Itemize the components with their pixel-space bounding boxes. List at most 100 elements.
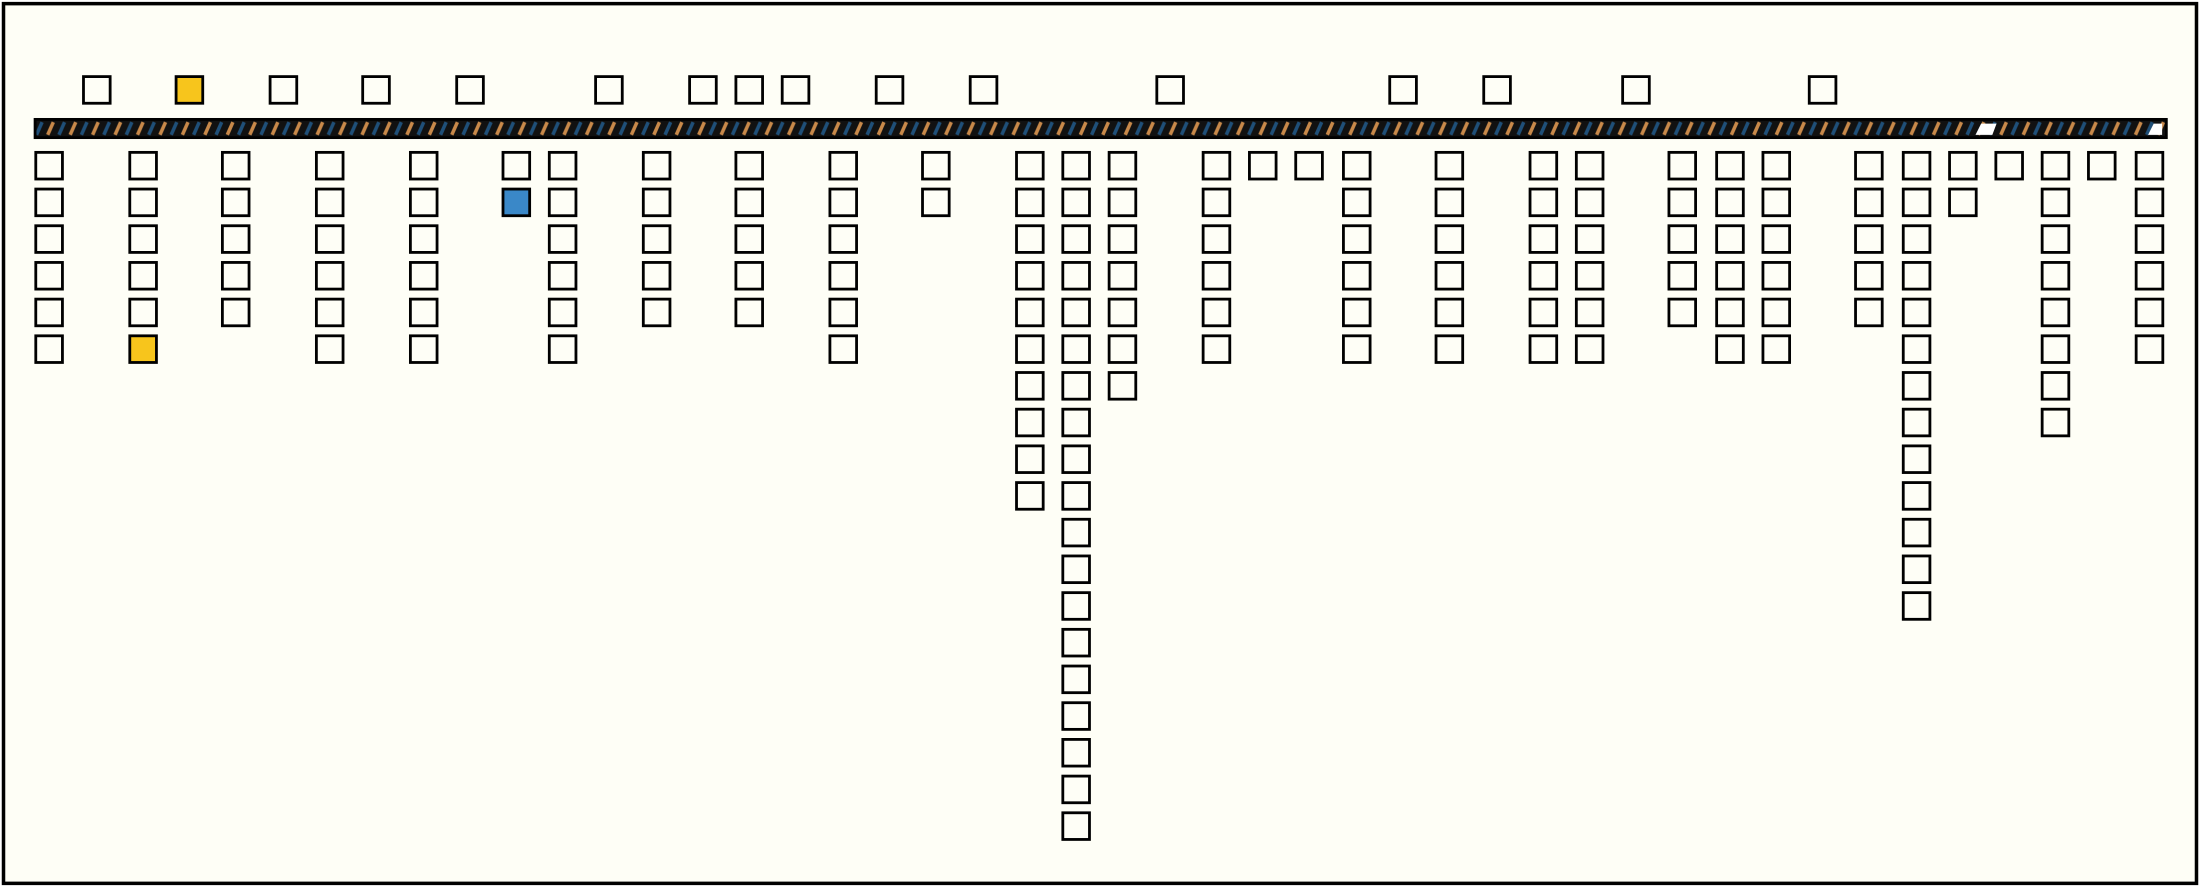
slot[interactable] — [1155, 75, 1185, 105]
slot[interactable] — [1761, 224, 1792, 254]
slot[interactable] — [828, 334, 858, 364]
slot[interactable] — [547, 261, 578, 291]
slot[interactable] — [828, 187, 858, 218]
slot[interactable] — [1715, 187, 1745, 218]
slot[interactable] — [314, 297, 345, 328]
slot[interactable] — [828, 261, 858, 291]
slot[interactable] — [128, 150, 158, 181]
slot[interactable] — [1948, 150, 1978, 181]
slot[interactable] — [547, 187, 578, 218]
slot[interactable] — [408, 261, 439, 291]
slot[interactable] — [1107, 334, 1138, 364]
slot[interactable] — [1061, 407, 1091, 438]
slot[interactable] — [1574, 334, 1605, 364]
slot[interactable] — [314, 261, 345, 291]
slot[interactable] — [1434, 261, 1465, 291]
slot[interactable] — [220, 187, 251, 218]
slot[interactable] — [641, 297, 672, 328]
slot[interactable] — [547, 297, 578, 328]
slot[interactable] — [220, 297, 251, 328]
slot[interactable] — [1015, 334, 1045, 364]
slot[interactable] — [1901, 261, 1932, 291]
slot[interactable] — [828, 150, 858, 181]
slot[interactable] — [1901, 517, 1932, 548]
slot[interactable] — [128, 261, 158, 291]
slot[interactable] — [780, 75, 811, 105]
slot[interactable] — [1061, 774, 1091, 805]
slot[interactable] — [1015, 297, 1045, 328]
slot[interactable] — [1901, 481, 1932, 511]
slot[interactable] — [2040, 187, 2071, 218]
slot[interactable] — [1901, 444, 1932, 474]
slot[interactable] — [455, 75, 485, 105]
slot[interactable] — [734, 261, 764, 291]
slot[interactable] — [2040, 297, 2071, 328]
slot[interactable] — [1342, 187, 1372, 218]
slot[interactable] — [1901, 591, 1932, 621]
slot[interactable] — [641, 150, 672, 181]
slot[interactable] — [1434, 224, 1465, 254]
slot[interactable] — [408, 150, 439, 181]
slot[interactable] — [1667, 297, 1698, 328]
slot[interactable] — [1201, 334, 1232, 364]
slot[interactable] — [874, 75, 905, 105]
slot[interactable] — [1715, 334, 1745, 364]
slot[interactable] — [1434, 297, 1465, 328]
slot[interactable] — [1854, 224, 1884, 254]
slot[interactable] — [408, 297, 439, 328]
slot[interactable] — [1667, 150, 1698, 181]
slot[interactable] — [1948, 187, 1978, 218]
slot[interactable] — [1761, 334, 1792, 364]
slot[interactable] — [2040, 371, 2071, 401]
slot[interactable] — [128, 187, 158, 218]
slot[interactable] — [1528, 261, 1559, 291]
slot[interactable] — [1015, 224, 1045, 254]
slot[interactable] — [1761, 187, 1792, 218]
slot[interactable] — [1807, 75, 1838, 105]
slot[interactable] — [1015, 150, 1045, 181]
slot[interactable] — [408, 187, 439, 218]
slot[interactable] — [34, 261, 64, 291]
slot[interactable] — [547, 150, 578, 181]
slot[interactable] — [2040, 261, 2071, 291]
slot[interactable] — [1061, 224, 1091, 254]
slot[interactable] — [1061, 664, 1091, 695]
slot[interactable] — [314, 187, 345, 218]
slot[interactable] — [361, 75, 391, 105]
slot[interactable] — [1667, 261, 1698, 291]
slot[interactable] — [1061, 811, 1091, 841]
slot[interactable] — [547, 224, 578, 254]
slot[interactable] — [921, 150, 951, 181]
slot[interactable] — [1574, 261, 1605, 291]
slot[interactable] — [641, 224, 672, 254]
slot[interactable] — [1061, 481, 1091, 511]
slot[interactable] — [1434, 334, 1465, 364]
slot[interactable] — [1715, 224, 1745, 254]
slot[interactable] — [1061, 591, 1091, 621]
slot[interactable] — [921, 187, 951, 218]
slot[interactable] — [1574, 297, 1605, 328]
slot[interactable] — [2040, 150, 2071, 181]
slot[interactable] — [1107, 261, 1138, 291]
slot[interactable] — [220, 150, 251, 181]
slot[interactable] — [128, 297, 158, 328]
slot[interactable] — [1667, 224, 1698, 254]
slot[interactable] — [1901, 554, 1932, 585]
slot[interactable] — [1107, 224, 1138, 254]
slot[interactable] — [2087, 150, 2117, 181]
slot[interactable] — [1715, 150, 1745, 181]
slot[interactable] — [2134, 261, 2165, 291]
slot[interactable] — [34, 187, 64, 218]
slot[interactable] — [1761, 297, 1792, 328]
slot[interactable] — [1528, 187, 1559, 218]
slot[interactable] — [1201, 224, 1232, 254]
slot[interactable] — [1061, 701, 1091, 731]
slot[interactable] — [82, 75, 112, 105]
slot[interactable] — [314, 334, 345, 364]
slot[interactable] — [501, 150, 532, 181]
slot[interactable] — [641, 261, 672, 291]
slot[interactable] — [34, 334, 64, 364]
slot[interactable] — [1342, 334, 1372, 364]
slot[interactable] — [1574, 150, 1605, 181]
slot[interactable] — [34, 150, 64, 181]
